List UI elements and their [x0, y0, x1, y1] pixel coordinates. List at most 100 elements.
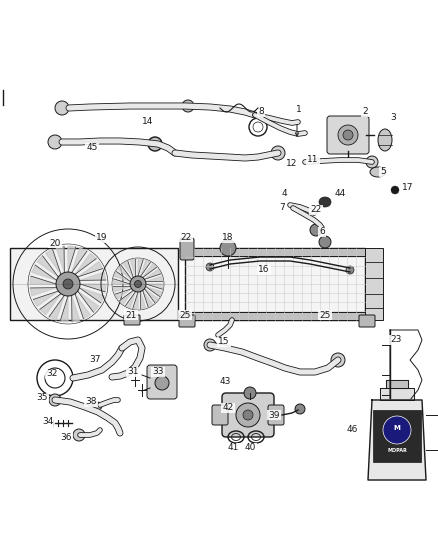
- Polygon shape: [30, 276, 56, 284]
- Text: 31: 31: [127, 367, 139, 376]
- Text: 2: 2: [362, 108, 368, 117]
- Text: 40: 40: [244, 443, 256, 453]
- Circle shape: [310, 224, 322, 236]
- Polygon shape: [380, 388, 414, 400]
- Text: 43: 43: [219, 377, 231, 386]
- Polygon shape: [56, 246, 64, 272]
- Polygon shape: [145, 276, 163, 281]
- Polygon shape: [118, 265, 131, 279]
- Polygon shape: [33, 291, 58, 306]
- Text: 44: 44: [334, 189, 346, 198]
- Ellipse shape: [92, 402, 102, 410]
- Circle shape: [155, 376, 169, 390]
- FancyBboxPatch shape: [327, 116, 369, 154]
- Circle shape: [383, 416, 411, 444]
- Text: 18: 18: [222, 233, 234, 243]
- Bar: [10, 248, 178, 320]
- Polygon shape: [30, 288, 57, 296]
- Circle shape: [48, 135, 62, 149]
- Polygon shape: [145, 269, 161, 279]
- Text: MOPAR: MOPAR: [387, 448, 407, 453]
- Polygon shape: [113, 279, 130, 284]
- Circle shape: [206, 263, 214, 271]
- Bar: [373, 410, 421, 462]
- Circle shape: [271, 146, 285, 160]
- Polygon shape: [32, 265, 57, 280]
- Polygon shape: [75, 253, 96, 274]
- Bar: [365, 248, 383, 320]
- Polygon shape: [145, 286, 162, 296]
- Circle shape: [295, 404, 305, 414]
- Text: 25: 25: [319, 311, 331, 319]
- FancyBboxPatch shape: [268, 405, 284, 425]
- Polygon shape: [72, 248, 87, 272]
- Polygon shape: [79, 288, 104, 303]
- Circle shape: [244, 387, 256, 399]
- Circle shape: [331, 353, 345, 367]
- FancyBboxPatch shape: [180, 238, 194, 260]
- Circle shape: [134, 280, 141, 287]
- Circle shape: [236, 403, 260, 427]
- Text: 37: 37: [89, 356, 101, 365]
- Text: 17: 17: [402, 183, 414, 192]
- Text: 19: 19: [96, 233, 108, 243]
- Polygon shape: [37, 256, 58, 277]
- Text: 46: 46: [346, 425, 358, 434]
- Polygon shape: [80, 284, 106, 292]
- Polygon shape: [124, 261, 133, 278]
- Polygon shape: [126, 292, 135, 308]
- Polygon shape: [141, 260, 151, 277]
- Polygon shape: [145, 289, 158, 303]
- Text: 41: 41: [227, 443, 239, 453]
- Text: 38: 38: [85, 398, 97, 407]
- Polygon shape: [68, 246, 76, 272]
- Polygon shape: [78, 291, 99, 312]
- Text: 22: 22: [180, 232, 192, 241]
- Text: 12: 12: [286, 158, 298, 167]
- Circle shape: [130, 276, 146, 292]
- Circle shape: [182, 100, 194, 112]
- Text: 8: 8: [258, 108, 264, 117]
- FancyBboxPatch shape: [359, 315, 375, 327]
- Text: M: M: [394, 425, 400, 431]
- Circle shape: [391, 186, 399, 194]
- Ellipse shape: [378, 129, 392, 151]
- Circle shape: [343, 130, 353, 140]
- Polygon shape: [115, 289, 131, 298]
- Circle shape: [204, 339, 216, 351]
- Polygon shape: [113, 286, 131, 292]
- Text: 22: 22: [311, 206, 321, 214]
- Circle shape: [366, 156, 378, 168]
- Text: 39: 39: [268, 410, 280, 419]
- Polygon shape: [130, 259, 135, 277]
- Text: 1: 1: [296, 104, 302, 114]
- Text: 34: 34: [42, 417, 54, 426]
- Circle shape: [338, 125, 358, 145]
- Polygon shape: [133, 292, 138, 309]
- Circle shape: [55, 101, 69, 115]
- Polygon shape: [49, 295, 64, 320]
- Bar: [185, 312, 365, 320]
- Ellipse shape: [319, 197, 331, 207]
- Text: 5: 5: [380, 167, 386, 176]
- Circle shape: [63, 279, 73, 289]
- Bar: [185, 248, 365, 320]
- FancyBboxPatch shape: [179, 315, 195, 327]
- Polygon shape: [40, 294, 61, 315]
- Text: 20: 20: [49, 238, 61, 247]
- Text: 45: 45: [86, 143, 98, 152]
- Text: 42: 42: [223, 403, 233, 413]
- Polygon shape: [46, 249, 61, 274]
- Text: 4: 4: [281, 189, 287, 198]
- Polygon shape: [143, 290, 153, 307]
- Text: 36: 36: [60, 432, 72, 441]
- Text: 15: 15: [218, 337, 230, 346]
- Polygon shape: [114, 271, 131, 281]
- Text: 32: 32: [46, 369, 58, 378]
- Polygon shape: [79, 272, 106, 280]
- FancyBboxPatch shape: [222, 393, 274, 437]
- Text: 21: 21: [125, 311, 137, 319]
- Polygon shape: [75, 294, 90, 319]
- Polygon shape: [368, 400, 426, 480]
- Polygon shape: [60, 296, 68, 322]
